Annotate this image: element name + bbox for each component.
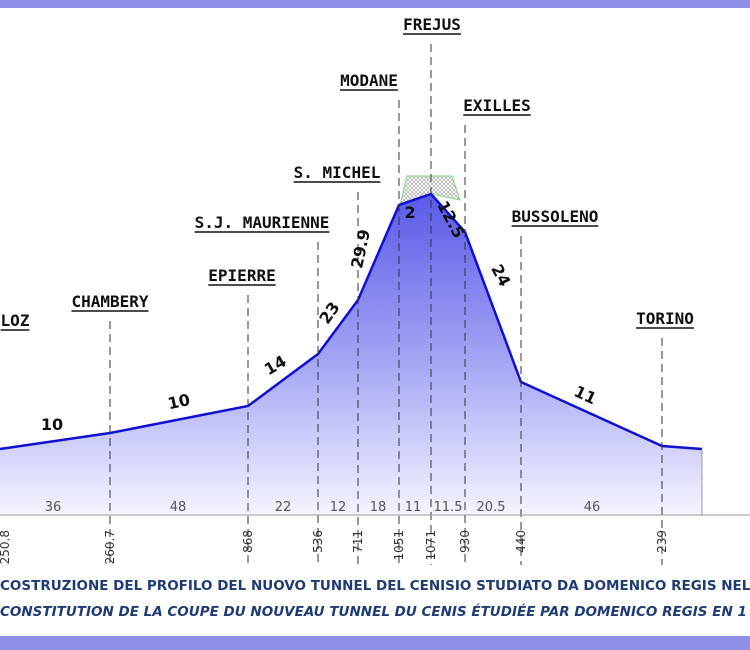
bottom-bar bbox=[0, 636, 750, 650]
station-name: TORINO bbox=[636, 309, 694, 328]
station-altitude: 239 bbox=[655, 530, 669, 553]
gradient-label: 10 bbox=[166, 390, 192, 413]
caption-italian: COSTRUZIONE DEL PROFILO DEL NUOVO TUNNEL… bbox=[0, 578, 750, 594]
distance-label: 46 bbox=[584, 500, 601, 515]
station-name: S. MICHEL bbox=[294, 163, 381, 182]
distance-label: 11 bbox=[405, 500, 422, 515]
station-altitude: 536 bbox=[311, 530, 325, 553]
station-altitude: 440 bbox=[514, 530, 528, 553]
station-name: EXILLES bbox=[463, 96, 530, 115]
station-altitude: 1071 bbox=[424, 530, 438, 561]
distance-label: 48 bbox=[170, 500, 187, 515]
station-altitude: 1051 bbox=[392, 530, 406, 561]
distance-label: 12 bbox=[330, 500, 347, 515]
station-altitude: 250.8 bbox=[0, 530, 12, 564]
top-bar bbox=[0, 0, 750, 8]
station-altitude: 711 bbox=[351, 530, 365, 553]
station-name: FREJUS bbox=[403, 15, 461, 34]
gradient-label: 10 bbox=[41, 415, 63, 434]
station-name: EPIERRE bbox=[208, 266, 275, 285]
station-name: S.J. MAURIENNE bbox=[195, 213, 330, 232]
station-name: MODANE bbox=[340, 71, 398, 90]
gradient-label: 24 bbox=[487, 261, 514, 290]
distance-label: 11.5 bbox=[434, 500, 463, 515]
station-altitude: 260.7 bbox=[103, 530, 117, 564]
gradient-label: 29.9 bbox=[347, 228, 374, 271]
gradient-label: 14 bbox=[261, 351, 290, 379]
station-name: CHAMBERY bbox=[71, 292, 148, 311]
station-name: LOZ bbox=[1, 311, 30, 330]
gradient-label: 2 bbox=[404, 203, 415, 222]
station-altitude: 868 bbox=[241, 530, 255, 553]
distance-label: 36 bbox=[45, 500, 62, 515]
gradient-label: 11 bbox=[571, 382, 599, 409]
distance-label: 20.5 bbox=[477, 500, 506, 515]
distance-label: 18 bbox=[370, 500, 387, 515]
profile-area bbox=[0, 194, 702, 515]
station-altitude: 930 bbox=[458, 530, 472, 553]
caption-french: CONSTITUTION DE LA COUPE DU NOUVEAU TUNN… bbox=[0, 603, 747, 620]
distance-label: 22 bbox=[275, 500, 292, 515]
station-name: BUSSOLENO bbox=[512, 207, 599, 226]
